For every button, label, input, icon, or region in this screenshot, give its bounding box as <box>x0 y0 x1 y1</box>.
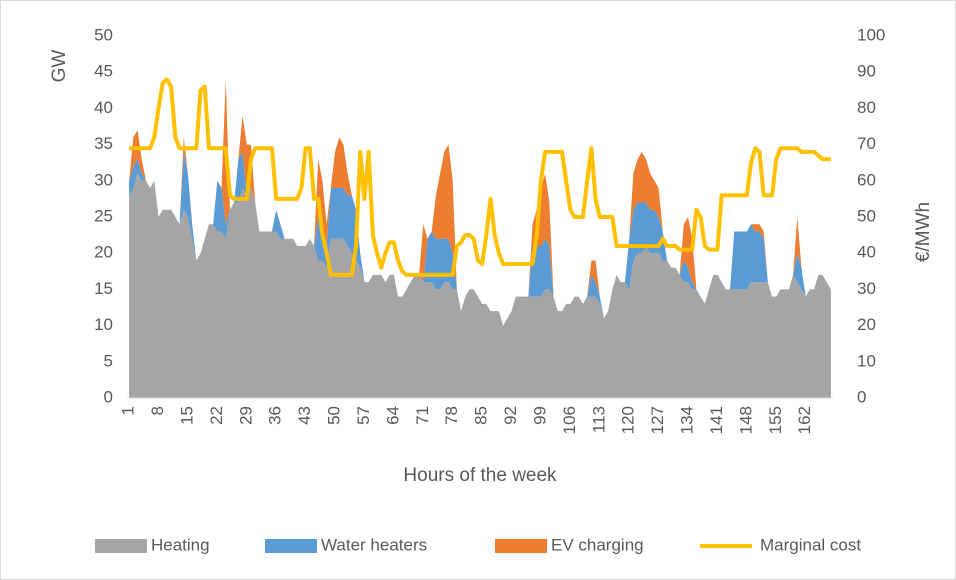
legend-label: Marginal cost <box>760 535 861 554</box>
y2-tick-label: 0 <box>857 387 866 406</box>
x-tick-label: 8 <box>148 406 167 415</box>
x-tick-label: 50 <box>325 406 344 425</box>
y2-tick-label: 30 <box>857 279 876 298</box>
x-tick-label: 106 <box>560 406 579 434</box>
line <box>129 77 831 277</box>
y-axis-title: GW <box>49 50 70 83</box>
y2-axis-title: €/MWh <box>913 202 934 262</box>
y-tick-label: 35 <box>94 134 113 153</box>
x-tick-label: 92 <box>501 406 520 425</box>
y2-tick-label: 20 <box>857 315 876 334</box>
y2-tick-label: 80 <box>857 98 876 117</box>
y2-tick-label: 50 <box>857 206 876 225</box>
y-tick-label: 45 <box>94 62 113 81</box>
legend-label: EV charging <box>551 535 644 554</box>
x-tick-label: 36 <box>266 406 285 425</box>
x-tick-label: 148 <box>736 406 755 434</box>
x-tick-label: 1 <box>119 406 138 415</box>
y2-tick-label: 60 <box>857 170 876 189</box>
x-tick-label: 64 <box>383 406 402 425</box>
y2-tick-label: 70 <box>857 134 876 153</box>
x-tick-label: 134 <box>678 406 697 434</box>
legend-swatch <box>495 539 547 553</box>
x-tick-label: 22 <box>207 406 226 425</box>
y-tick-label: 10 <box>94 315 113 334</box>
x-tick-label: 155 <box>766 406 785 434</box>
legend-label: Heating <box>151 535 210 554</box>
y2-tick-label: 10 <box>857 351 876 370</box>
x-tick-label: 127 <box>648 406 667 434</box>
x-tick-label: 141 <box>707 406 726 434</box>
x-tick-label: 99 <box>530 406 549 425</box>
y-tick-label: 20 <box>94 243 113 262</box>
y-tick-label: 5 <box>104 351 113 370</box>
legend-swatch <box>265 539 317 553</box>
y2-tick-label: 100 <box>857 25 885 44</box>
y2-tick-label: 90 <box>857 62 876 81</box>
x-tick-label: 15 <box>177 406 196 425</box>
x-tick-label: 78 <box>442 406 461 425</box>
y-tick-label: 0 <box>104 387 113 406</box>
area <box>129 173 831 398</box>
y2-tick-label: 40 <box>857 243 876 262</box>
y-tick-label: 25 <box>94 206 113 225</box>
x-tick-label: 162 <box>795 406 814 434</box>
x-tick-label: 71 <box>413 406 432 425</box>
x-tick-label: 43 <box>295 406 314 425</box>
x-tick-label: 85 <box>472 406 491 425</box>
legend-label: Water heaters <box>321 535 427 554</box>
x-tick-label: 57 <box>354 406 373 425</box>
y-tick-label: 15 <box>94 279 113 298</box>
x-tick-label: 29 <box>236 406 255 425</box>
legend-swatch <box>95 539 147 553</box>
x-axis-title: Hours of the week <box>403 465 557 486</box>
x-tick-label: 113 <box>589 406 608 433</box>
x-tick-label: 120 <box>619 406 638 434</box>
y-tick-label: 50 <box>94 25 113 44</box>
y-tick-label: 40 <box>94 98 113 117</box>
y-tick-label: 30 <box>94 170 113 189</box>
